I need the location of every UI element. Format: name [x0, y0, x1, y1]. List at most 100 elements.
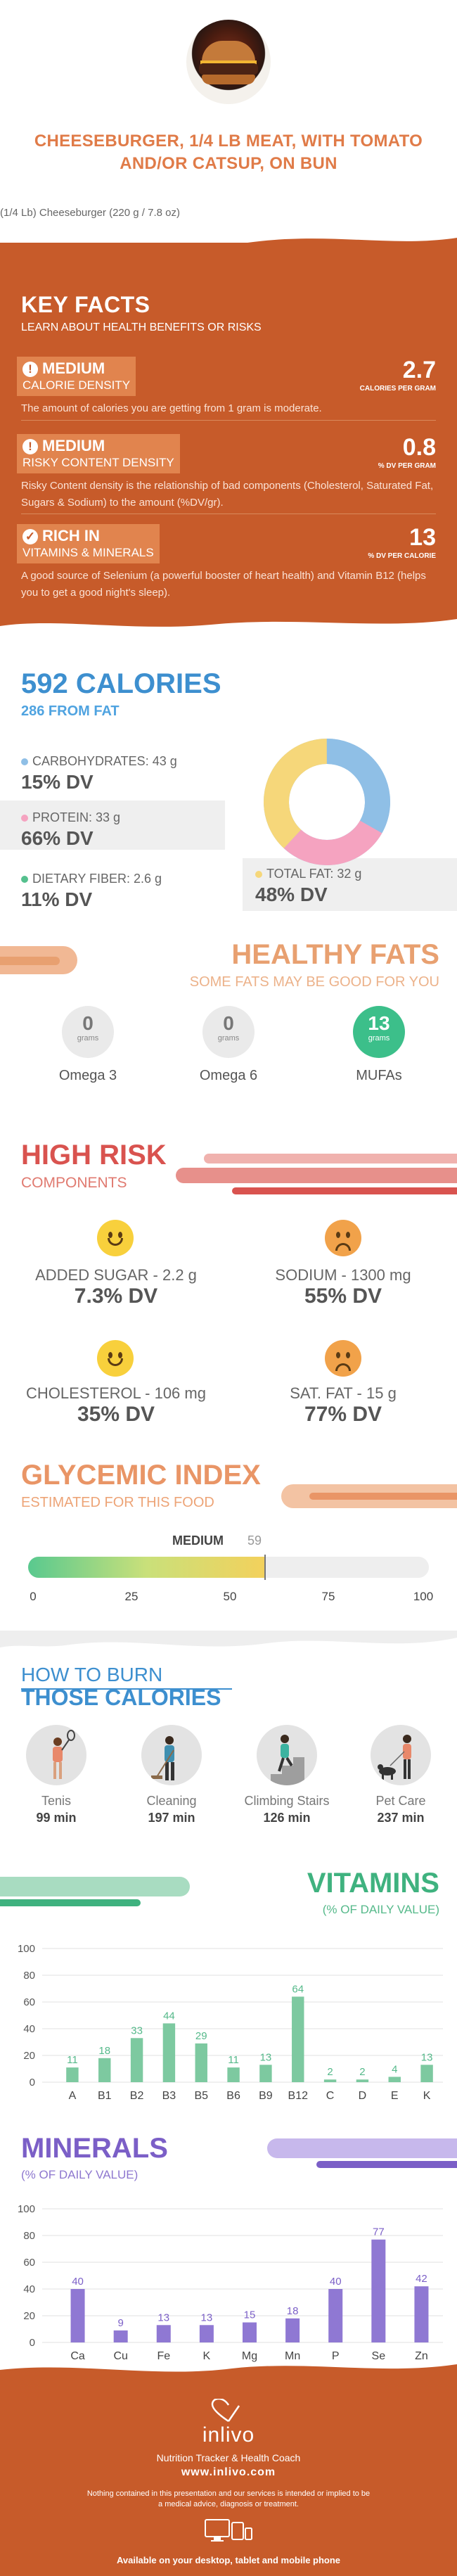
mineral-category-label: Se [372, 2350, 386, 2362]
mineral-category-label: Cu [113, 2350, 127, 2362]
vitamin-y-tick-label: 0 [30, 2077, 35, 2089]
activity-label: Climbing Stairs [244, 1794, 330, 1808]
glycemic-tick: 0 [30, 1590, 37, 1603]
mineral-bar-Mn [285, 2318, 300, 2342]
mineral-y-tick-label: 80 [23, 2230, 35, 2242]
macro-total-fat: TOTAL FAT: 32 g 48% DV [243, 858, 457, 911]
decorative-stripe [267, 2138, 457, 2158]
calories-donut-chart [264, 739, 390, 865]
disclaimer: Nothing contained in this presentation a… [86, 2489, 371, 2508]
vitamin-value-label: 33 [131, 2025, 143, 2036]
key-fact-label: ! MEDIUM CALORIE DENSITY [17, 357, 136, 396]
cheeseburger-photo [186, 20, 271, 104]
vitamin-category-label: C [326, 2090, 335, 2102]
key-fact-description: A good source of Selenium (a powerful bo… [21, 570, 426, 599]
vitamin-bar-K [420, 2065, 433, 2082]
vitamin-bar-E [388, 2077, 401, 2082]
food-title: CHEESEBURGER, 1/4 LB MEAT, WITH TOMATO A… [34, 132, 423, 173]
mineral-value-label: 13 [201, 2312, 213, 2323]
glycemic-tick: 100 [413, 1590, 434, 1603]
added-sugar-dv: 7.3% DV [74, 1284, 158, 1308]
mineral-value-label: 42 [416, 2273, 427, 2285]
vitamin-value-label: 13 [421, 2051, 433, 2063]
glycemic-tick: 75 [321, 1590, 335, 1603]
divider [21, 1688, 232, 1690]
mufas-label: MUFAs [356, 1068, 402, 1083]
mineral-value-label: 40 [330, 2276, 342, 2288]
header [0, 0, 457, 204]
key-fact-description: The amount of calories you are getting f… [21, 402, 322, 414]
donut-protein-segment [264, 739, 390, 865]
vitamin-category-label: B9 [259, 2090, 273, 2102]
key-fact-label: ! MEDIUM RISKY CONTENT DENSITY [17, 434, 180, 473]
vitamin-y-tick-label: 80 [23, 1970, 35, 1982]
mineral-category-label: Mg [242, 2350, 257, 2362]
vitamin-bar-D [356, 2079, 369, 2082]
footer: inlivo Nutrition Tracker & Health Coach … [0, 2378, 457, 2576]
activity-label: Pet Care [375, 1794, 426, 1808]
glycemic-tick: 25 [124, 1590, 139, 1603]
vitamin-value-label: 29 [195, 2030, 207, 2042]
key-fact-value: 13 [409, 524, 436, 551]
healthy-fats-subtitle: SOME FATS MAY BE GOOD FOR YOU [189, 974, 439, 990]
decorative-stripe [0, 957, 60, 965]
healthy-fats-title: HEALTHY FATS [231, 939, 439, 970]
vitamin-y-tick-label: 100 [18, 1943, 35, 1955]
vitamin-value-label: 2 [327, 2066, 333, 2078]
vitamin-value-label: 44 [163, 2010, 175, 2022]
cholesterol-dv: 35% DV [77, 1403, 155, 1426]
vitamin-value-label: 64 [292, 1983, 304, 1995]
mineral-value-label: 18 [287, 2305, 299, 2317]
carbs-dot-icon [21, 758, 28, 766]
vitamin-category-label: K [423, 2090, 431, 2102]
decorative-stripe [176, 1168, 457, 1183]
fiber-dot-icon [21, 876, 28, 884]
activity-minutes: 126 min [263, 1811, 311, 1825]
glycemic-title: GLYCEMIC INDEX [21, 1460, 261, 1491]
glycemic-subtitle: ESTIMATED FOR THIS FOOD [21, 1495, 214, 1510]
mineral-category-label: Fe [157, 2350, 170, 2362]
glycemic-level: MEDIUM [172, 1534, 224, 1548]
activity-label: Cleaning [146, 1794, 197, 1808]
decorative-stripe [0, 1877, 190, 1896]
mineral-category-label: P [332, 2350, 340, 2362]
stairs-icon [257, 1725, 317, 1785]
mineral-y-tick-label: 100 [18, 2203, 35, 2215]
protein-dot-icon [21, 815, 28, 822]
calories-title: 592 CALORIES [21, 668, 221, 699]
food-serving: (1/4 Lb) Cheeseburger (220 g / 7.8 oz) [0, 207, 180, 219]
vitamin-bar-B6 [227, 2067, 240, 2082]
activity-minutes: 237 min [377, 1811, 425, 1825]
divider [21, 420, 436, 421]
mineral-y-tick-label: 40 [23, 2283, 35, 2295]
mineral-value-label: 40 [72, 2276, 84, 2288]
brand-url-link[interactable]: www.inlivo.com [181, 2466, 276, 2478]
vitamin-bar-B1 [98, 2058, 111, 2082]
key-facts-subtitle: LEARN ABOUT HEALTH BENEFITS OR RISKS [21, 321, 262, 333]
cleaning-icon [141, 1725, 202, 1785]
happy-face-icon [97, 1220, 134, 1256]
omega6-label: Omega 6 [199, 1068, 258, 1083]
key-fact-value: 2.7 [402, 357, 436, 383]
glycemic-tick: 50 [223, 1590, 237, 1603]
tennis-icon [26, 1725, 86, 1785]
activity-label: Tenis [41, 1794, 72, 1808]
mineral-category-label: K [203, 2350, 211, 2362]
key-facts-section: KEY FACTS LEARN ABOUT HEALTH BENEFITS OR… [0, 243, 457, 612]
mineral-category-label: Mn [285, 2350, 300, 2362]
cholesterol-label: CHOLESTEROL - 106 mg [26, 1384, 206, 1402]
key-facts-title: KEY FACTS [21, 292, 150, 317]
mineral-bar-Ca [70, 2289, 85, 2342]
vitamin-y-tick-label: 20 [23, 2050, 35, 2062]
fat-dot-icon [255, 871, 262, 879]
vitamin-y-tick-label: 60 [23, 1996, 35, 2008]
mineral-bar-P [328, 2289, 343, 2342]
devices-icon [205, 2519, 252, 2542]
vitamin-category-label: B1 [98, 2090, 112, 2102]
mineral-y-tick-label: 0 [30, 2337, 35, 2349]
vitamin-category-label: B2 [130, 2090, 144, 2102]
vitamin-category-label: B6 [226, 2090, 240, 2102]
key-fact-unit: CALORIES PER GRAM [359, 385, 436, 393]
omega3-circle: 0 grams [62, 1006, 114, 1058]
vitamin-category-label: B12 [288, 2090, 309, 2102]
